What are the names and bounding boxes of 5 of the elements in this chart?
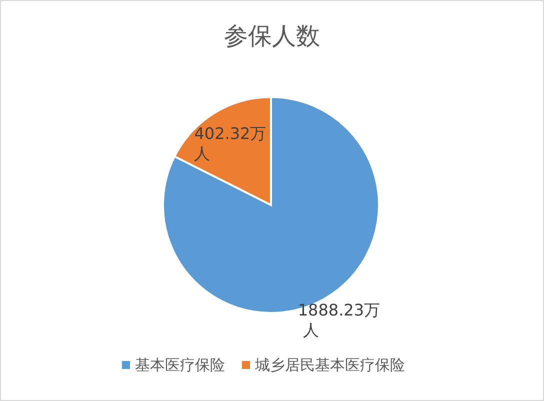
legend-label: 城乡居民基本医疗保险 [254,356,405,374]
legend-label: 基本医疗保险 [135,356,225,374]
data-label: 1888.23万人 [298,300,380,340]
chart-title: 参保人数 [224,22,320,50]
data-label: 402.32万人 [194,124,266,163]
